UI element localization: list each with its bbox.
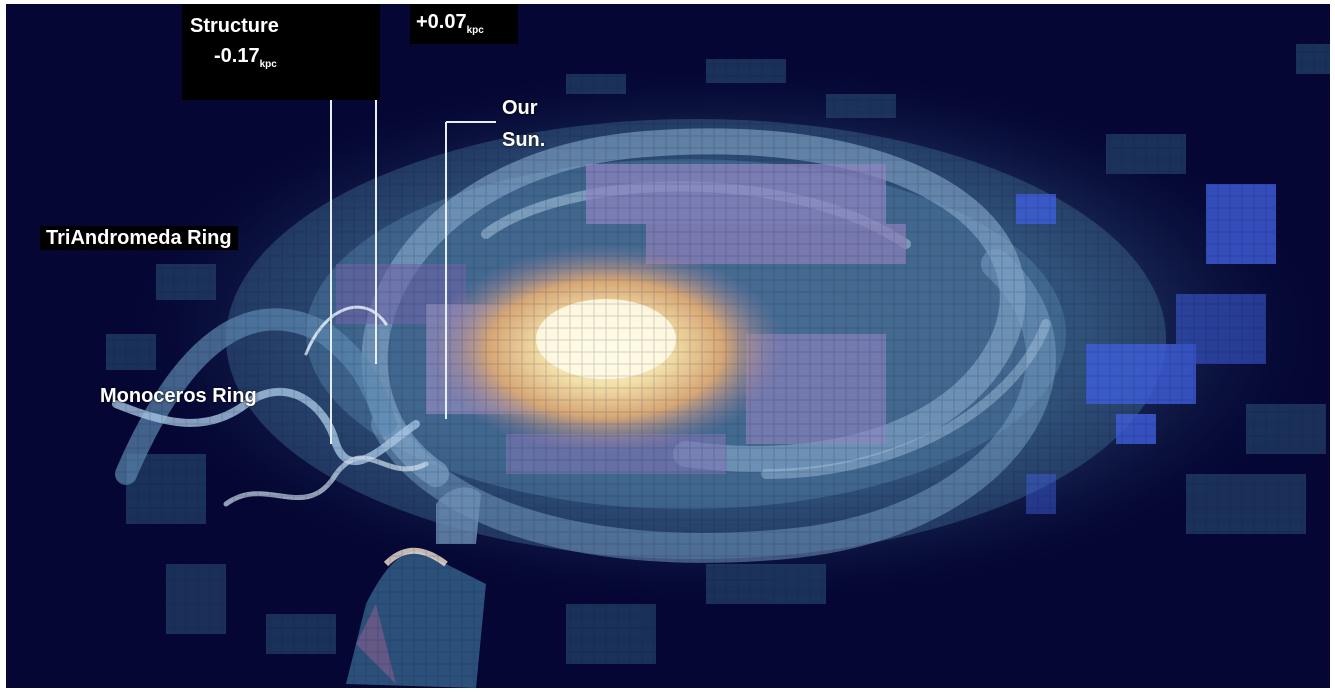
value-label-bg — [410, 4, 518, 44]
pixel-grid — [6, 4, 1330, 688]
structure-value: -0.17kpc — [214, 45, 277, 70]
galaxy-image: Structure -0.17kpc +0.07kpc Our Sun. Tri… — [6, 4, 1330, 688]
monoceros-ring-label: Monoceros Ring — [100, 385, 257, 407]
milky-way-illustration — [6, 4, 1330, 688]
triandromeda-ring-label: TriAndromeda Ring — [40, 226, 238, 250]
offset-value: +0.07kpc — [416, 11, 484, 36]
our-sun-label-line1: Our — [502, 97, 538, 119]
our-sun-label-line2: Sun. — [502, 129, 546, 151]
structure-label-bg — [182, 4, 380, 100]
structure-title: Structure — [190, 15, 279, 37]
